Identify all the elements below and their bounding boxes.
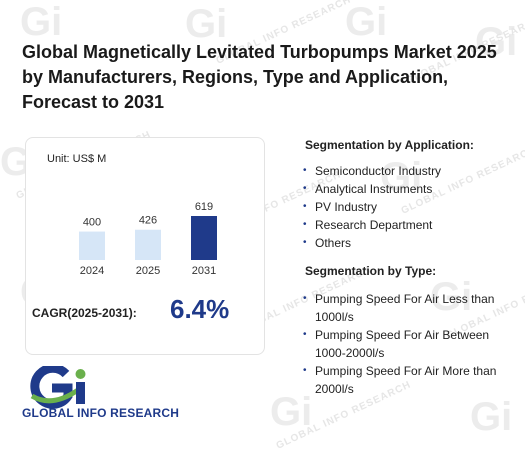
- logo-text: GLOBAL INFO RESEARCH: [22, 406, 180, 420]
- gi-logo-icon: [30, 363, 86, 409]
- list-item: • Others: [303, 236, 352, 250]
- company-logo: GLOBAL INFO RESEARCH: [22, 363, 182, 422]
- category-label: 2024: [80, 265, 104, 277]
- cagr-label: CAGR(2025-2031):: [32, 306, 137, 320]
- list-item: • Semiconductor Industry: [303, 164, 442, 178]
- page-title: Global Magnetically Levitated Turbopumps…: [22, 42, 497, 112]
- list-item: • Pumping Speed For Air More than 2000l/s: [303, 364, 497, 396]
- type-list: • Pumping Speed For Air Less than 1000l/s…: [300, 290, 510, 398]
- bullet-icon: •: [303, 165, 307, 176]
- bar-2024: [79, 231, 105, 260]
- value-label: 426: [139, 215, 157, 227]
- bullet-icon: •: [303, 183, 307, 194]
- bullet-icon: •: [303, 219, 307, 230]
- list-item: • PV Industry: [303, 200, 378, 214]
- market-size-card: Unit: US$ M 400 2024 426 2025 619 2031 CAGR(2…: [25, 137, 265, 355]
- application-heading: Segmentation by Application:: [305, 138, 474, 152]
- application-list: • Semiconductor Industry • Analytical Inst…: [300, 162, 441, 252]
- category-label: 2031: [192, 265, 216, 277]
- bar-2031: [191, 216, 217, 260]
- bullet-icon: •: [303, 293, 307, 304]
- value-label: 619: [195, 201, 213, 213]
- type-heading: Segmentation by Type:: [305, 264, 437, 278]
- list-item: • Research Department: [303, 218, 433, 232]
- bar-chart: 400 2024 426 2025 619 2031: [79, 201, 217, 277]
- bar-2025: [135, 229, 161, 260]
- watermark-logo: Gi: [470, 395, 513, 439]
- bullet-icon: •: [303, 201, 307, 212]
- value-label: 400: [83, 217, 101, 229]
- bullet-icon: •: [303, 237, 307, 248]
- category-label: 2025: [136, 265, 160, 277]
- cagr-value: 6.4%: [170, 294, 230, 324]
- list-item: • Pumping Speed For Air Less than 1000l/s: [303, 292, 495, 324]
- list-item: • Pumping Speed For Air Between 1000-2000…: [303, 328, 490, 360]
- bullet-icon: •: [303, 329, 307, 340]
- list-item: • Analytical Instruments: [303, 182, 433, 196]
- bullet-icon: •: [303, 365, 307, 376]
- watermark-logo: Gi: [345, 0, 388, 44]
- watermark-logo: Gi: [20, 0, 63, 44]
- unit-label: Unit: US$ M: [47, 153, 107, 165]
